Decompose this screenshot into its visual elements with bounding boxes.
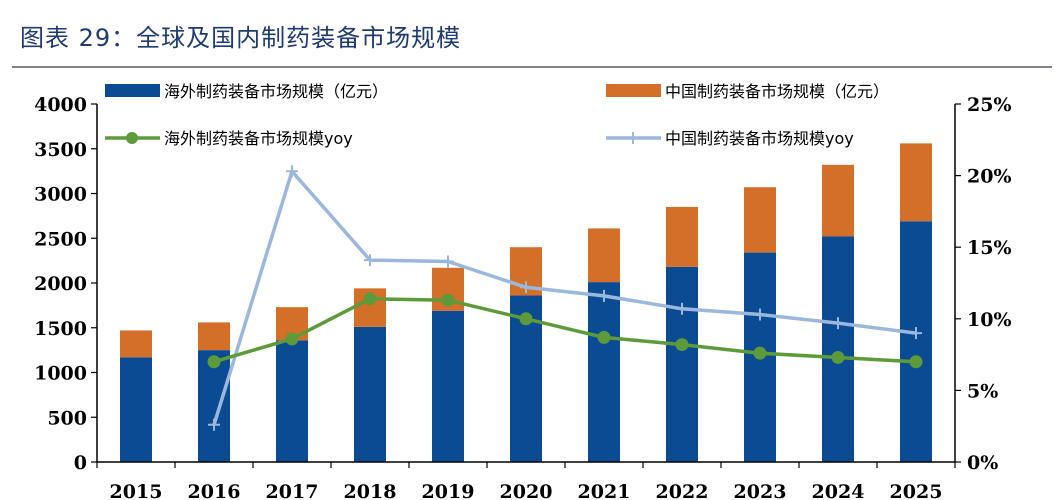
x-tick-label-2024: 2024 <box>812 481 865 500</box>
marker-overseas-yoy-2023 <box>753 346 767 360</box>
marker-china-yoy-2016 <box>208 418 220 431</box>
y-tick-left-label: 1500 <box>34 318 87 340</box>
legend: 海外制药装备市场规模（亿元） 中国制药装备市场规模（亿元） 海外制药装备市场规模yo… <box>105 82 889 148</box>
marker-china-yoy-2017 <box>286 165 298 178</box>
x-tick-label-2020: 2020 <box>500 481 553 500</box>
y-tick-right-label: 15% <box>967 237 1012 259</box>
x-tick-label-2023: 2023 <box>734 481 787 500</box>
bar-china-2021 <box>588 228 620 283</box>
y-tick-left-label: 4000 <box>34 94 87 116</box>
y-tick-left-label: 1000 <box>34 363 87 385</box>
y-tick-right-label: 10% <box>967 309 1012 331</box>
bar-china-2023 <box>744 187 776 253</box>
legend-swatch-china-bar <box>606 84 661 97</box>
marker-overseas-yoy-2017 <box>285 332 299 346</box>
marker-china-yoy-2018 <box>364 254 376 267</box>
bar-overseas-2017 <box>276 340 308 462</box>
line-china-yoy <box>212 169 917 426</box>
marker-china-yoy-2020 <box>520 281 532 294</box>
axes-layer <box>91 103 961 468</box>
marker-overseas-yoy-2025 <box>909 355 923 369</box>
y-tick-right-label: 5% <box>967 380 998 402</box>
bar-overseas-2024 <box>822 236 854 462</box>
marker-overseas-yoy-2019 <box>441 293 455 307</box>
bar-overseas-2015 <box>120 357 152 462</box>
bar-overseas-2016 <box>198 350 230 462</box>
bar-china-2022 <box>666 206 698 267</box>
legend-marker-china-yoy <box>627 132 639 144</box>
bar-china-2025 <box>900 143 932 222</box>
legend-label-china-bar: 中国制药装备市场规模（亿元） <box>665 82 889 101</box>
x-tick-label-2016: 2016 <box>188 481 241 500</box>
legend-label-overseas-bar: 海外制药装备市场规模（亿元） <box>164 82 388 101</box>
x-tick-label-2021: 2021 <box>578 481 631 500</box>
x-tick-label-2018: 2018 <box>344 481 397 500</box>
marker-china-yoy-2024 <box>832 317 844 330</box>
marker-overseas-yoy-2021 <box>597 330 611 344</box>
bars-layer <box>120 143 932 462</box>
marker-overseas-yoy-2018 <box>363 292 377 306</box>
bar-china-2015 <box>120 330 152 358</box>
y-tick-left-label: 3500 <box>34 139 87 161</box>
y-tick-left-label: 2000 <box>34 273 87 295</box>
y-tick-left-label: 500 <box>47 407 87 429</box>
legend-marker-overseas-yoy <box>126 132 138 144</box>
y-tick-right-label: 0% <box>967 452 998 474</box>
legend-swatch-overseas-bar <box>105 84 160 97</box>
bar-overseas-2019 <box>432 310 464 462</box>
marker-china-yoy-2025 <box>910 327 922 340</box>
line-overseas-yoy <box>213 297 917 364</box>
title-rule <box>12 66 1052 68</box>
x-tick-label-2017: 2017 <box>266 481 319 500</box>
lines-layer <box>207 165 923 431</box>
legend-label-china-yoy: 中国制药装备市场规模yoy <box>665 129 854 148</box>
marker-china-yoy-2021 <box>598 289 610 302</box>
marker-overseas-yoy-2022 <box>675 338 689 352</box>
ticks-layer: 0 500 1000 1500 2000 2500 3000 3500 4000 0% 5% 10% 1… <box>34 94 1011 500</box>
y-tick-left-label: 2500 <box>34 228 87 250</box>
marker-overseas-yoy-2024 <box>831 350 845 364</box>
marker-overseas-yoy-2016 <box>207 355 221 369</box>
bar-overseas-2021 <box>588 282 620 462</box>
legend-label-overseas-yoy: 海外制药装备市场规模yoy <box>164 129 353 148</box>
y-tick-left-label: 3000 <box>34 184 87 206</box>
bar-overseas-2018 <box>354 326 386 462</box>
x-tick-label-2019: 2019 <box>422 481 475 500</box>
bar-overseas-2022 <box>666 266 698 462</box>
marker-overseas-yoy-2020 <box>519 312 533 326</box>
y-tick-right-label: 20% <box>967 166 1012 188</box>
x-tick-label-2025: 2025 <box>890 481 943 500</box>
bar-china-2024 <box>822 164 854 237</box>
x-tick-label-2022: 2022 <box>656 481 709 500</box>
y-tick-left-label: 0 <box>74 452 87 474</box>
x-tick-label-2015: 2015 <box>110 481 163 500</box>
marker-china-yoy-2019 <box>442 255 454 268</box>
bar-china-2016 <box>198 322 230 351</box>
marker-china-yoy-2023 <box>754 308 766 321</box>
chart-title: 图表 29：全球及国内制药装备市场规模 <box>20 24 462 52</box>
y-tick-right-label: 25% <box>967 94 1012 116</box>
marker-china-yoy-2022 <box>676 302 688 315</box>
bar-overseas-2025 <box>900 221 932 462</box>
